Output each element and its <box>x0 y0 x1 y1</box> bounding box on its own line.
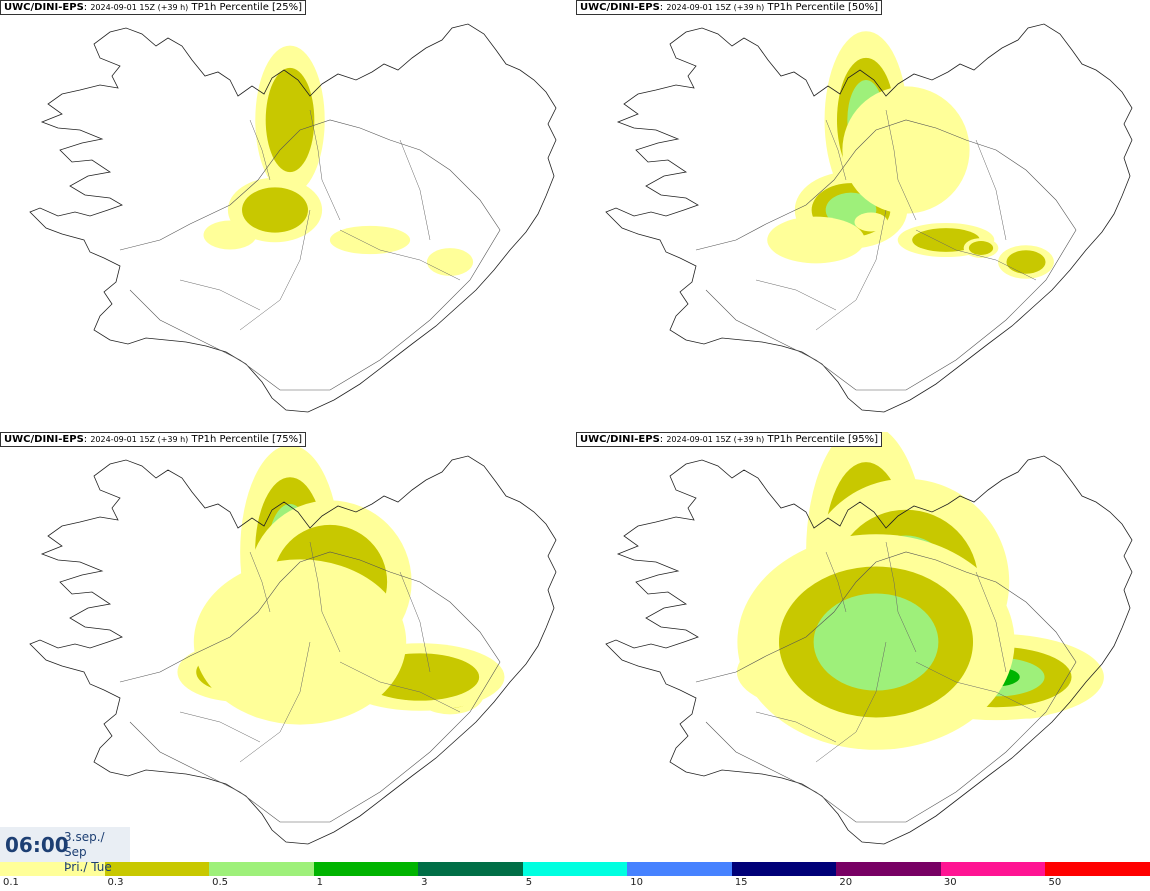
road <box>825 551 847 613</box>
legend-swatch <box>627 862 733 876</box>
precip-area <box>1006 250 1046 274</box>
road <box>915 661 1037 713</box>
road <box>249 119 271 181</box>
road <box>339 229 461 281</box>
valid-day-line: Þri./ Tue <box>64 860 112 874</box>
road <box>755 711 837 743</box>
legend-swatch <box>0 862 106 876</box>
road <box>825 119 847 181</box>
precip-area <box>203 220 257 250</box>
map-panel-p25: UWC/DINI-EPS: 2024-09-01 15Z (+39 h) TP1… <box>0 0 574 430</box>
legend-swatch <box>522 862 628 876</box>
precip-area <box>426 248 474 276</box>
precip-area <box>968 241 994 255</box>
road <box>885 109 917 221</box>
precip-area <box>329 225 411 255</box>
legend-tick-label: 0.5 <box>212 877 228 888</box>
road <box>179 711 261 743</box>
legend-swatch <box>209 862 315 876</box>
road <box>885 541 917 653</box>
road <box>239 641 311 763</box>
legend-swatch <box>731 862 837 876</box>
coastline <box>29 455 557 845</box>
precip-area <box>767 216 865 264</box>
road <box>815 209 887 331</box>
legend-tick-label: 3 <box>421 877 428 888</box>
road <box>249 551 271 613</box>
legend-tick-label: 10 <box>630 877 643 888</box>
valid-date-line: 3.sep./ Sep <box>64 830 105 859</box>
ring-road <box>695 551 1077 823</box>
road <box>815 641 887 763</box>
precip-area <box>193 559 407 725</box>
precip-area <box>854 212 888 232</box>
road <box>309 109 341 221</box>
road <box>975 139 1007 241</box>
coastline <box>29 23 557 413</box>
road <box>975 571 1007 673</box>
legend-tick-label: 20 <box>839 877 853 888</box>
map-panel-p75: UWC/DINI-EPS: 2024-09-01 15Z (+39 h) TP1… <box>0 432 574 862</box>
precipitation-color-legend: 0.1 0.3 0.5 1 3 5 10 15 20 30 50 <box>0 862 1150 891</box>
map-panel-p50: UWC/DINI-EPS: 2024-09-01 15Z (+39 h) TP1… <box>576 0 1150 430</box>
panel-title: UWC/DINI-EPS: 2024-09-01 15Z (+39 h) TP1… <box>576 0 883 15</box>
panel-title: UWC/DINI-EPS: 2024-09-01 15Z (+39 h) TP1… <box>576 432 883 447</box>
road <box>399 571 431 673</box>
ring-road <box>119 119 501 391</box>
coastline <box>605 23 1133 413</box>
valid-time-clock: 06:00 <box>5 833 69 857</box>
iceland-map <box>605 23 1133 413</box>
legend-tick-label: 5 <box>525 877 533 888</box>
legend-tick-label: 15 <box>734 877 748 888</box>
road <box>755 279 837 311</box>
road <box>339 661 461 713</box>
panel-title: UWC/DINI-EPS: 2024-09-01 15Z (+39 h) TP1… <box>0 0 307 15</box>
precip-area <box>242 187 308 233</box>
road <box>179 279 261 311</box>
legend-tick-label: 1 <box>316 877 323 888</box>
legend-tick-label: 0.1 <box>3 877 19 888</box>
iceland-map <box>29 445 557 845</box>
iceland-map <box>605 432 1133 845</box>
precip-area <box>813 593 939 691</box>
precip-area <box>265 67 315 173</box>
legend-tick-label: 50 <box>1048 877 1062 888</box>
ring-road <box>695 119 1077 391</box>
legend-swatch <box>940 862 1046 876</box>
legend-swatch <box>836 862 942 876</box>
legend-tick-label: 30 <box>943 877 957 888</box>
legend-swatch <box>313 862 419 876</box>
coastline <box>605 455 1133 845</box>
precip-area <box>912 228 980 252</box>
legend-swatch <box>418 862 524 876</box>
road <box>309 541 341 653</box>
ring-road <box>119 551 501 823</box>
legend-tick-label: 0.3 <box>107 877 124 888</box>
valid-date: 3.sep./ Sep Þri./ Tue <box>64 830 130 875</box>
road <box>399 139 431 241</box>
valid-time-box: 06:00 3.sep./ Sep Þri./ Tue <box>0 827 130 874</box>
panel-title: UWC/DINI-EPS: 2024-09-01 15Z (+39 h) TP1… <box>0 432 307 447</box>
road <box>915 229 1037 281</box>
map-panel-p95: UWC/DINI-EPS: 2024-09-01 15Z (+39 h) TP1… <box>576 432 1150 862</box>
iceland-map <box>29 23 557 413</box>
legend-swatch <box>1045 862 1150 876</box>
road <box>239 209 311 331</box>
precip-area <box>842 86 970 214</box>
legend-swatch <box>104 862 210 876</box>
